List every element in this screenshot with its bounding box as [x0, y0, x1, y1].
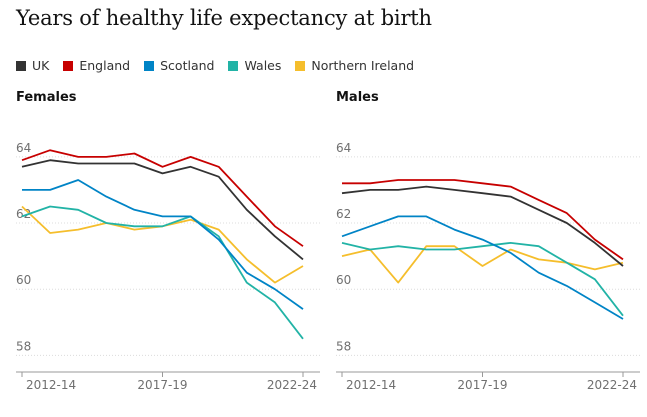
y-tick-label: 64 — [16, 141, 31, 155]
legend-label: Northern Ireland — [311, 58, 415, 73]
chart-title: Years of healthy life expectancy at birt… — [16, 6, 432, 30]
x-tick-label: 2022-24 — [587, 378, 637, 392]
legend-swatch — [144, 60, 155, 71]
x-tick-label: 2017-19 — [457, 378, 507, 392]
legend-label: Wales — [244, 58, 282, 73]
panel-title-females: Females — [16, 90, 77, 105]
series-line-england — [342, 179, 624, 261]
panel-title-males: Males — [336, 90, 379, 105]
x-tick-label: 2012-14 — [26, 378, 76, 392]
y-tick-label: 60 — [16, 273, 31, 287]
legend-item-northern-ireland: Northern Ireland — [295, 58, 414, 73]
legend-item-scotland: Scotland — [144, 58, 214, 73]
legend-label: England — [79, 58, 131, 73]
series-line-england — [21, 149, 304, 247]
series-line-scotland — [341, 215, 624, 320]
legend-label: UK — [32, 58, 50, 73]
legend-swatch — [228, 60, 239, 71]
series-line-scotland — [22, 179, 304, 310]
x-tick-label: 2022-24 — [267, 378, 317, 392]
series-line-uk — [21, 159, 304, 261]
legend-swatch — [295, 60, 306, 71]
y-tick-label: 62 — [336, 207, 351, 221]
series-line-wales — [341, 241, 624, 317]
legend-item-england: England — [63, 58, 130, 73]
legend-swatch — [63, 60, 74, 71]
x-tick-label: 2012-14 — [346, 378, 396, 392]
legend-item-wales: Wales — [228, 58, 281, 73]
y-tick-label: 58 — [16, 339, 31, 353]
legend-swatch — [16, 60, 26, 71]
series-line-northern-ireland — [21, 205, 304, 284]
y-tick-label: 58 — [336, 339, 351, 353]
y-tick-label: 64 — [336, 141, 351, 155]
series-line-northern-ireland — [341, 245, 624, 284]
legend-item-uk: UK — [16, 58, 49, 73]
legend-label: Scotland — [160, 58, 215, 73]
x-tick-label: 2017-19 — [137, 378, 187, 392]
series-line-wales — [21, 205, 304, 340]
legend: UK England Scotland Wales Northern Ireland — [16, 58, 414, 73]
series-line-uk — [341, 185, 624, 267]
y-tick-label: 60 — [336, 273, 351, 287]
